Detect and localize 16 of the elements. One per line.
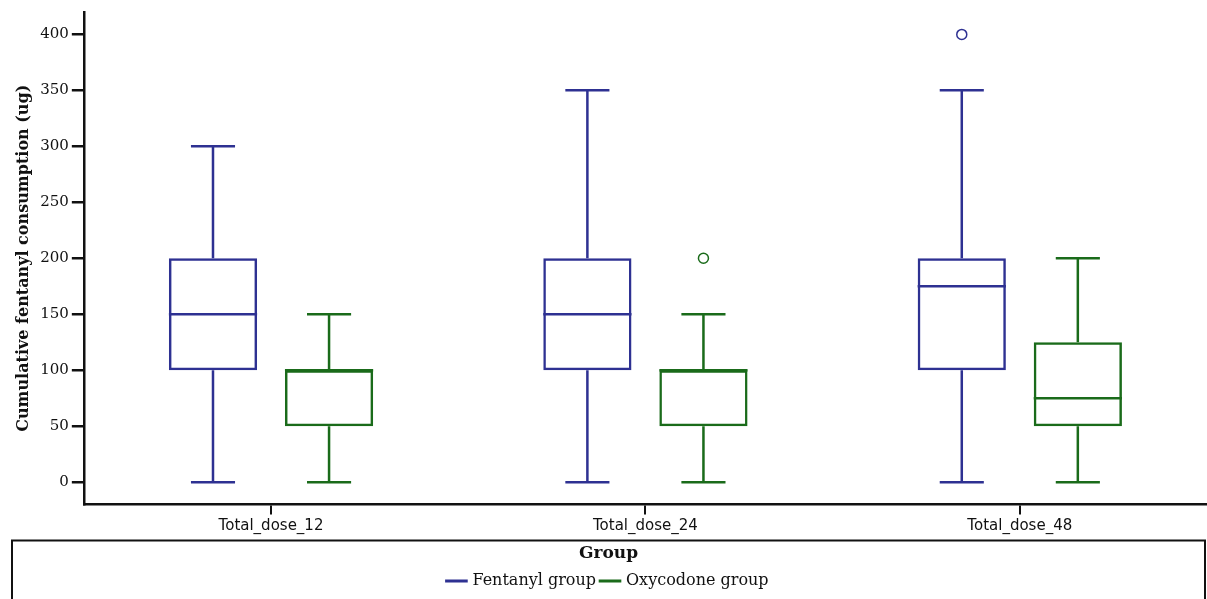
legend-label: Oxycodone group (626, 570, 769, 590)
y-tick-label: 150 (40, 304, 69, 323)
x-tick-label: Total_dose_48 (966, 516, 1073, 536)
y-tick-label: 200 (40, 248, 69, 267)
y-axis-title: Cumulative fentanyl consumption (ug) (12, 84, 32, 432)
y-tick-label: 100 (40, 360, 69, 379)
y-tick-label: 250 (40, 192, 69, 211)
y-tick-label: 0 (59, 472, 69, 491)
y-tick-label: 50 (49, 416, 69, 435)
y-tick-label: 300 (40, 136, 69, 155)
legend-title: Group (578, 541, 639, 562)
y-tick-label: 350 (40, 80, 69, 99)
y-tick-label: 400 (40, 24, 69, 43)
x-tick-label: Total_dose_24 (591, 516, 698, 536)
legend-label: Fentanyl group (472, 570, 597, 590)
x-tick-label: Total_dose_12 (217, 516, 324, 536)
